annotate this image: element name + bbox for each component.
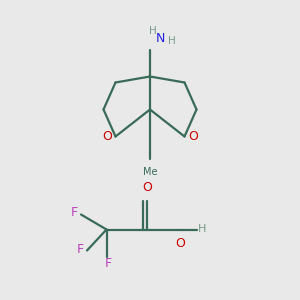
Text: N: N [156, 32, 165, 46]
Text: O: O [176, 237, 185, 250]
Text: Me: Me [143, 167, 157, 177]
Text: F: F [104, 256, 112, 270]
Text: H: H [168, 35, 176, 46]
Text: F: F [77, 243, 84, 256]
Text: O: O [188, 130, 198, 143]
Text: O: O [102, 130, 112, 143]
Text: H: H [149, 26, 157, 37]
Text: H: H [198, 224, 206, 235]
Text: O: O [142, 182, 152, 194]
Text: F: F [71, 206, 78, 219]
